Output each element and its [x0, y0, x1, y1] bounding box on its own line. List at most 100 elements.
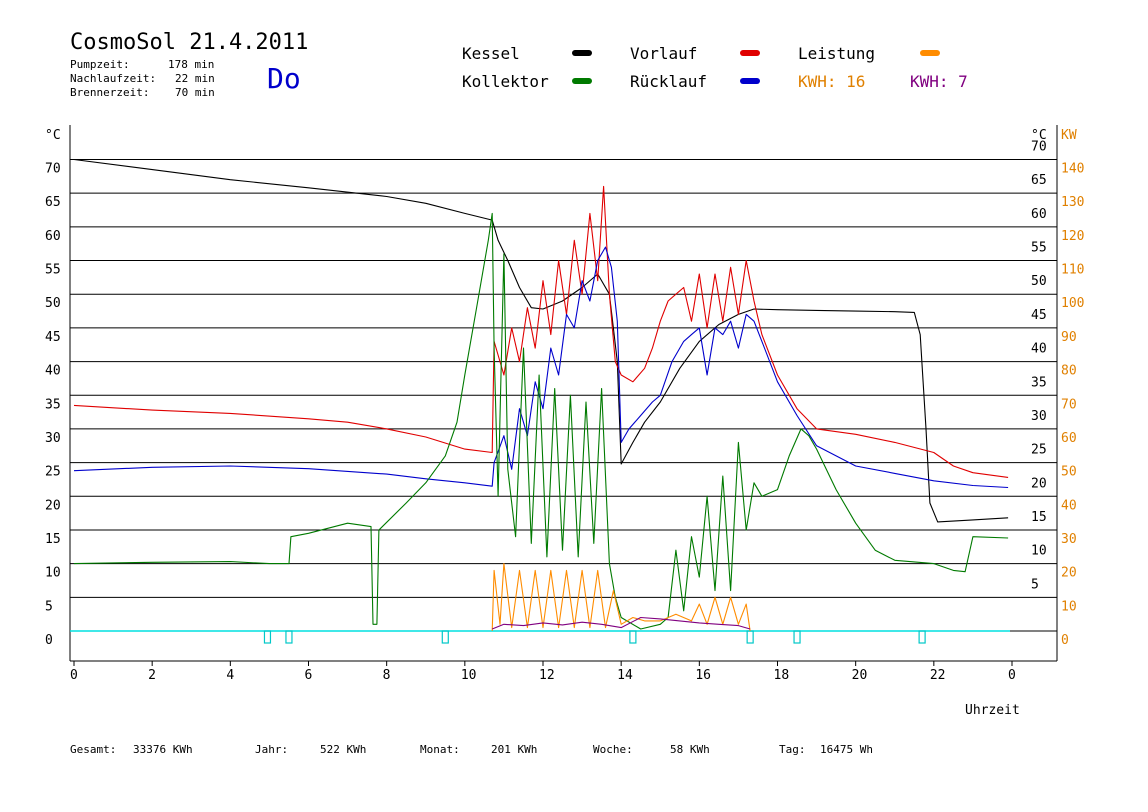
y-tick-label-right-power: 60 [1061, 431, 1077, 446]
footer-value-jahr: 522 KWh [320, 743, 367, 756]
series-line-3 [73, 212, 1009, 630]
footer-label-tag: Tag: [779, 743, 806, 756]
y-tick-label-left: 0 [45, 633, 53, 648]
y-tick-label-left: 25 [45, 465, 61, 480]
y-axis-unit-right-temp: °C [1031, 128, 1047, 143]
legend-label-kessel: Kessel [462, 44, 520, 63]
stat-value-brennerzeit: 70 min [175, 86, 215, 99]
y-tick-label-right-power: 0 [1061, 633, 1069, 648]
y-tick-label-left: 5 [45, 599, 53, 614]
legend-label-ruecklauf: Rücklauf [630, 72, 708, 91]
x-tick-label: 4 [226, 668, 234, 683]
series-line-1 [73, 185, 1009, 478]
pump-marker [793, 630, 801, 644]
series-line-4 [491, 563, 751, 632]
y-tick-label-left: 30 [45, 431, 61, 446]
legend-swatch-kessel [572, 50, 592, 56]
stat-value-nachlaufzeit: 22 min [175, 72, 215, 85]
y-tick-label-right-power: 140 [1061, 162, 1084, 177]
footer-label-jahr: Jahr: [255, 743, 289, 756]
y-tick-label-left: 10 [45, 566, 61, 581]
y-tick-label-left: 40 [45, 364, 61, 379]
weekday-label: Do [267, 62, 301, 95]
y-tick-label-right-power: 130 [1061, 195, 1084, 210]
chart-title: CosmoSol 21.4.2011 [70, 30, 309, 55]
pump-marker [441, 630, 449, 644]
y-tick-label-right-temp: 65 [1031, 173, 1047, 188]
y-tick-label-right-power: 80 [1061, 364, 1077, 379]
series-line-2 [73, 246, 1009, 489]
legend-swatch-leistung [920, 50, 940, 56]
x-tick-label: 12 [539, 668, 555, 683]
x-tick-label: 0 [1008, 668, 1016, 683]
y-tick-label-right-power: 120 [1061, 229, 1084, 244]
y-tick-label-right-power: 50 [1061, 465, 1077, 480]
y-tick-label-left: 45 [45, 330, 61, 345]
y-tick-label-left: 35 [45, 397, 61, 412]
y-tick-label-right-power: 40 [1061, 498, 1077, 513]
y-tick-label-right-power: 110 [1061, 263, 1084, 278]
y-tick-label-left: 50 [45, 296, 61, 311]
y-tick-label-right-temp: 35 [1031, 375, 1047, 390]
y-tick-label-right-temp: 5 [1031, 577, 1039, 592]
pump-marker [746, 630, 754, 644]
y-tick-label-right-power: 20 [1061, 566, 1077, 581]
x-tick-label: 16 [695, 668, 711, 683]
y-axis-unit-right-power: KW [1061, 128, 1077, 143]
pump-marker [263, 630, 272, 644]
y-tick-label-left: 15 [45, 532, 61, 547]
footer-value-woche: 58 KWh [670, 743, 710, 756]
y-tick-label-right-temp: 50 [1031, 274, 1047, 289]
y-tick-label-right-power: 30 [1061, 532, 1077, 547]
x-tick-label: 2 [148, 668, 156, 683]
series-line-5 [491, 616, 751, 630]
y-tick-label-right-temp: 45 [1031, 308, 1047, 323]
y-tick-label-right-temp: 15 [1031, 510, 1047, 525]
y-axis-unit-left: °C [45, 128, 61, 143]
y-tick-label-left: 60 [45, 229, 61, 244]
pump-marker [285, 630, 293, 644]
y-tick-label-right-temp: 70 [1031, 140, 1047, 155]
y-tick-label-right-temp: 10 [1031, 544, 1047, 559]
x-tick-label: 20 [852, 668, 868, 683]
x-tick-label: 14 [617, 668, 633, 683]
legend-swatch-ruecklauf [740, 78, 760, 84]
x-axis-label: Uhrzeit [965, 703, 1020, 718]
legend-kwh-orange: KWH: 16 [798, 72, 866, 91]
y-tick-label-right-temp: 25 [1031, 443, 1047, 458]
footer-value-monat: 201 KWh [491, 743, 538, 756]
stat-value-pumpzeit: 178 min [168, 58, 215, 71]
y-tick-label-left: 70 [45, 162, 61, 177]
legend-label-leistung: Leistung [798, 44, 876, 63]
pump-marker [918, 630, 926, 644]
y-tick-label-right-temp: 60 [1031, 207, 1047, 222]
x-tick-label: 10 [461, 668, 477, 683]
footer-value-tag: 16475 Wh [820, 743, 873, 756]
stat-label-nachlaufzeit: Nachlaufzeit: [70, 72, 157, 85]
pump-marker [629, 630, 637, 644]
x-tick-label: 8 [383, 668, 391, 683]
y-tick-label-right-power: 70 [1061, 397, 1077, 412]
y-tick-label-right-temp: 20 [1031, 476, 1047, 491]
footer-label-gesamt: Gesamt: [70, 743, 117, 756]
legend-swatch-vorlauf [740, 50, 760, 56]
y-tick-label-right-temp: 55 [1031, 241, 1047, 256]
legend-swatch-kollektor [572, 78, 592, 84]
x-tick-label: 18 [774, 668, 790, 683]
y-tick-label-right-temp: 30 [1031, 409, 1047, 424]
y-tick-label-right-power: 90 [1061, 330, 1077, 345]
series-line-0 [73, 158, 1009, 523]
y-tick-label-left: 55 [45, 263, 61, 278]
legend-kwh-purple: KWH: 7 [910, 72, 968, 91]
stat-label-pumpzeit: Pumpzeit: [70, 58, 130, 71]
y-tick-label-right-temp: 40 [1031, 342, 1047, 357]
x-tick-label: 6 [305, 668, 313, 683]
x-tick-label: 22 [930, 668, 946, 683]
footer-label-monat: Monat: [420, 743, 460, 756]
stat-label-brennerzeit: Brennerzeit: [70, 86, 150, 99]
footer-value-gesamt: 33376 KWh [133, 743, 193, 756]
y-tick-label-left: 65 [45, 195, 61, 210]
y-tick-label-left: 20 [45, 498, 61, 513]
footer-label-woche: Woche: [593, 743, 633, 756]
